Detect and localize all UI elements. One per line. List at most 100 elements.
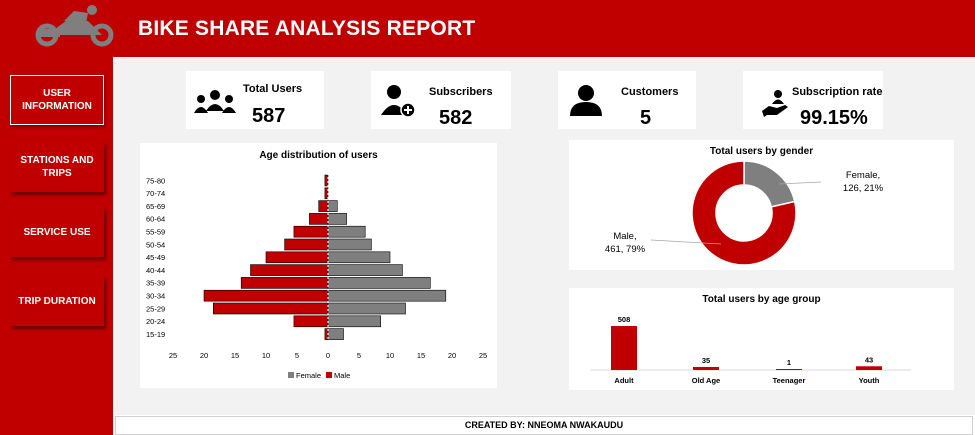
- male-leader-line: [650, 239, 722, 245]
- pyramid-x-tick-label: 5: [357, 351, 361, 360]
- hand-user-icon: [762, 90, 788, 117]
- pyramid-male-bar: [240, 277, 329, 289]
- add-user-icon: [381, 85, 416, 118]
- age-group-panel: Total users by age group 508 Adult 35 Old A…: [569, 288, 954, 390]
- pyramid-female-bar: [327, 213, 347, 225]
- pyramid-x-tick-label: 20: [200, 351, 208, 360]
- female-data-label-line2: 126, 21%: [843, 183, 884, 194]
- pyramid-male-bar: [203, 289, 329, 302]
- kpi-card-customers: Customers 5: [558, 71, 696, 129]
- age-distribution-panel: Age distribution of users 75-80 70-74 65-6…: [140, 143, 497, 388]
- pyramid-male-bar: [318, 200, 329, 212]
- kpi-subscribers-value: 582: [439, 107, 473, 129]
- pyramid-category-label: 60-64: [146, 215, 165, 224]
- age-group-category-label: Youth: [859, 376, 880, 385]
- pyramid-male-bar: [213, 302, 329, 315]
- pyramid-male-bar: [265, 251, 329, 264]
- age-group-category-label: Teenager: [773, 376, 806, 385]
- age-group-data-label: 43: [865, 355, 873, 364]
- pyramid-male-bar: [309, 213, 329, 225]
- pyramid-female-bar: [327, 315, 382, 328]
- pyramid-x-tick-label: 10: [262, 351, 270, 360]
- age-distribution-title: Age distribution of users: [259, 150, 378, 161]
- pyramid-category-label: 75-80: [146, 176, 165, 185]
- pyramid-x-tick-label: 15: [231, 351, 239, 360]
- pyramid-category-label: 45-49: [146, 253, 165, 262]
- kpi-subscription-rate-value: 99.15%: [800, 107, 868, 129]
- pyramid-x-tick-label: 10: [386, 351, 394, 360]
- nav-trip-duration-button[interactable]: TRIP DURATION: [10, 276, 104, 326]
- age-group-category-label: Adult: [614, 376, 634, 385]
- gender-donut-chart: Female, 126, 21% Male, 461, 79%: [605, 160, 884, 266]
- pyramid-male-bar: [293, 225, 329, 238]
- bicycle-rider-icon: [35, 5, 114, 47]
- gender-chart-title: Total users by gender: [709, 146, 814, 157]
- nav-user-information-button[interactable]: USER INFORMATION: [10, 75, 104, 125]
- kpi-subscribers-label: Subscribers: [429, 86, 493, 98]
- nav-service-use-button[interactable]: SERVICE USE: [10, 207, 104, 257]
- header-bar: BIKE SHARE ANALYSIS REPORT: [0, 0, 975, 57]
- pyramid-category-label: 20-24: [146, 317, 165, 326]
- pyramid-category-label: 65-69: [146, 202, 165, 211]
- age-group-bar: [856, 366, 882, 370]
- male-data-label-line2: 461, 79%: [605, 244, 646, 255]
- nav-stations-and-trips-button[interactable]: STATIONS AND TRIPS: [10, 142, 104, 192]
- donut-slice-male: [691, 160, 797, 266]
- age-group-data-label: 1: [787, 358, 791, 367]
- users-group-icon: [194, 90, 236, 113]
- age-group-chart-title: Total users by age group: [702, 294, 821, 305]
- legend-female-label: Female: [296, 371, 321, 380]
- gender-panel: Total users by gender Female, 126, 21% Mal…: [569, 140, 954, 270]
- pyramid-category-label: 40-44: [146, 266, 165, 275]
- age-distribution-chart: 75-80 70-74 65-69 60-64 55-59 50-54 45-49 40-44…: [146, 173, 487, 380]
- kpi-card-subscribers: Subscribers 582: [371, 71, 511, 129]
- pyramid-category-label: 30-34: [146, 291, 165, 300]
- pyramid-male-bar: [293, 315, 329, 328]
- kpi-total-users-label: Total Users: [243, 83, 303, 95]
- pyramid-x-tick-label: 0: [326, 351, 330, 360]
- pyramid-category-label: 55-59: [146, 227, 165, 236]
- legend-male-label: Male: [334, 371, 350, 380]
- pyramid-x-tick-label: 25: [479, 351, 487, 360]
- pyramid-category-label: 25-29: [146, 304, 165, 313]
- age-group-bar: [611, 326, 637, 370]
- pyramid-x-tick-label: 15: [417, 351, 425, 360]
- pyramid-female-bar: [327, 225, 366, 238]
- kpi-customers-label: Customers: [621, 86, 679, 98]
- legend-female-swatch: [288, 372, 294, 378]
- pyramid-category-label: 35-39: [146, 279, 165, 288]
- kpi-card-total-users: Total Users 587: [186, 71, 324, 129]
- user-icon: [570, 85, 602, 116]
- footer-credit: CREATED BY: NNEOMA NWAKAUDU: [115, 416, 973, 435]
- female-leader-line: [778, 181, 822, 185]
- kpi-subscription-rate-label: Subscription rate: [792, 86, 883, 98]
- pyramid-female-bar: [327, 289, 447, 302]
- pyramid-female-bar: [327, 328, 344, 340]
- report-title: BIKE SHARE ANALYSIS REPORT: [138, 17, 476, 40]
- legend-male-swatch: [326, 372, 332, 378]
- pyramid-female-bar: [327, 264, 403, 276]
- pyramid-female-bar: [327, 238, 372, 251]
- sidebar: USER INFORMATION STATIONS AND TRIPS SERV…: [0, 57, 113, 435]
- age-group-bar: [776, 369, 802, 370]
- age-group-bar-chart: 508 Adult 35 Old Age 1 Teenager 43 Youth: [591, 315, 911, 385]
- pyramid-female-bar: [327, 200, 338, 212]
- female-data-label-line1: Female,: [846, 170, 880, 181]
- pyramid-category-label: 50-54: [146, 240, 165, 249]
- pyramid-x-tick-label: 5: [295, 351, 299, 360]
- pyramid-x-tick-label: 20: [448, 351, 456, 360]
- pyramid-male-bar: [324, 174, 329, 187]
- pyramid-male-bar: [284, 238, 329, 251]
- kpi-total-users-value: 587: [252, 105, 286, 127]
- kpi-customers-value: 5: [640, 107, 652, 129]
- pyramid-male-bar: [250, 264, 329, 276]
- kpi-card-subscription-rate: Subscription rate 99.15%: [743, 71, 883, 129]
- age-group-data-label: 35: [702, 356, 710, 365]
- age-group-data-label: 508: [618, 315, 631, 324]
- age-group-bar: [693, 366, 719, 370]
- pyramid-female-bar: [327, 251, 391, 264]
- pyramid-category-label: 70-74: [146, 189, 165, 198]
- pyramid-category-label: 15-19: [146, 330, 165, 339]
- pyramid-x-tick-label: 25: [169, 351, 177, 360]
- male-data-label-line1: Male,: [613, 231, 636, 242]
